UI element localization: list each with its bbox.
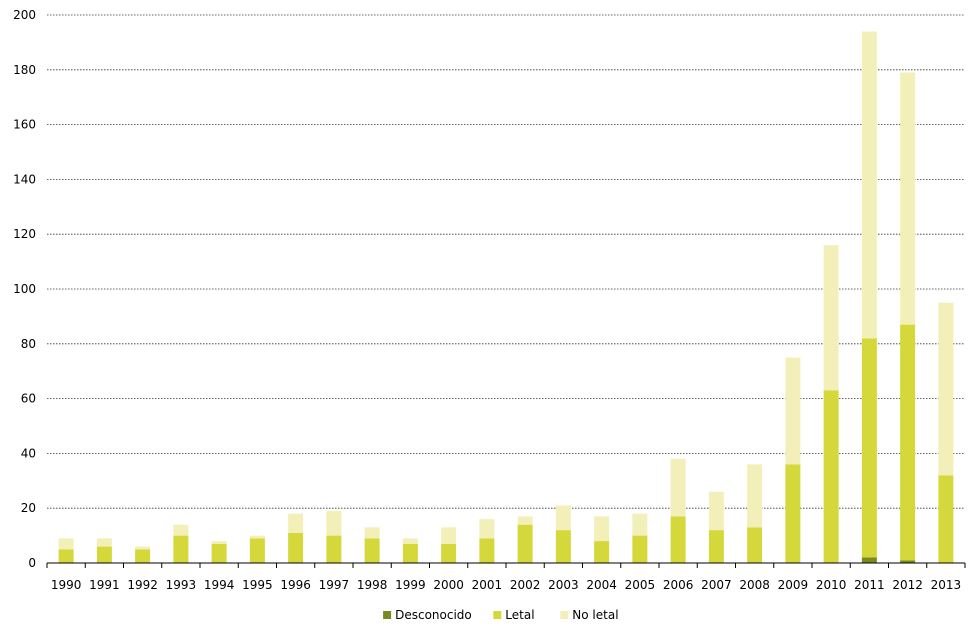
- x-tick-label: 2009: [778, 578, 809, 592]
- bar-letal-1991: [96, 546, 112, 563]
- x-tick-label: 1990: [51, 578, 82, 592]
- bar-letal-1990: [58, 549, 74, 563]
- bar-no-letal-2004: [594, 516, 610, 542]
- bar-no-letal-1996: [288, 513, 304, 533]
- bar-no-letal-2009: [785, 357, 801, 465]
- y-tick-label: 200: [13, 8, 36, 22]
- x-tick-label: 2007: [701, 578, 732, 592]
- bar-letal-1997: [326, 535, 342, 563]
- bar-letal-2013: [938, 475, 954, 563]
- legend-swatch-no-letal: [560, 611, 569, 619]
- legend-swatch-desconocido: [383, 611, 392, 619]
- y-tick-label: 40: [21, 446, 36, 460]
- x-tick-label: 2006: [663, 578, 694, 592]
- bar-no-letal-1990: [58, 538, 74, 550]
- bar-no-letal-2003: [555, 505, 571, 531]
- bar-no-letal-2002: [517, 516, 533, 525]
- bar-no-letal-2005: [632, 513, 648, 536]
- bar-letal-1995: [249, 538, 265, 563]
- x-tick-label: 1995: [242, 578, 273, 592]
- x-tick-label: 2010: [816, 578, 847, 592]
- bar-letal-2001: [479, 538, 495, 563]
- x-tick-label: 2002: [510, 578, 541, 592]
- y-tick-label: 140: [13, 172, 36, 186]
- y-tick-label: 120: [13, 227, 36, 241]
- x-tick-label: 2004: [586, 578, 617, 592]
- x-tick-label: 1993: [166, 578, 197, 592]
- bar-no-letal-2011: [861, 31, 877, 339]
- x-tick-label: 1996: [280, 578, 311, 592]
- bar-letal-2002: [517, 524, 533, 563]
- x-tick-label: 2012: [892, 578, 923, 592]
- x-tick-label: 2005: [625, 578, 656, 592]
- bar-letal-2005: [632, 535, 648, 563]
- x-tick-label: 1997: [319, 578, 350, 592]
- y-tick-label: 160: [13, 118, 36, 132]
- bar-letal-2012: [900, 324, 916, 561]
- bars: [58, 31, 954, 563]
- bar-no-letal-1991: [96, 538, 112, 547]
- bar-letal-2008: [747, 527, 763, 563]
- x-tick-label: 2008: [739, 578, 770, 592]
- bar-letal-2007: [708, 530, 724, 563]
- x-tick-label: 1999: [395, 578, 426, 592]
- bar-no-letal-2010: [823, 245, 839, 391]
- y-tick-label: 0: [28, 556, 36, 570]
- bar-no-letal-1995: [249, 535, 265, 539]
- bar-no-letal-1999: [402, 538, 418, 544]
- bar-letal-2004: [594, 541, 610, 563]
- bar-no-letal-2007: [708, 491, 724, 531]
- y-tick-label: 60: [21, 392, 36, 406]
- legend-swatch-letal: [493, 611, 502, 619]
- bar-desconocido-2011: [861, 557, 877, 563]
- bar-letal-1994: [211, 543, 227, 563]
- bar-letal-2011: [861, 338, 877, 558]
- bar-letal-1992: [135, 549, 151, 563]
- y-tick-label: 20: [21, 501, 36, 515]
- legend-label: Letal: [505, 608, 534, 622]
- bar-no-letal-2008: [747, 464, 763, 528]
- gridlines: [47, 14, 965, 509]
- y-tick-label: 80: [21, 337, 36, 351]
- x-tick-label: 1998: [357, 578, 388, 592]
- y-tick-label: 180: [13, 63, 36, 77]
- bar-no-letal-1993: [173, 524, 189, 536]
- legend-label: No letal: [572, 608, 618, 622]
- x-tick-label: 1991: [89, 578, 120, 592]
- x-tick-label: 1992: [127, 578, 158, 592]
- bar-letal-1996: [288, 532, 304, 563]
- bar-letal-2000: [441, 543, 457, 563]
- bar-no-letal-1992: [135, 546, 151, 550]
- y-tick-label: 100: [13, 282, 36, 296]
- x-tick-label: 2000: [433, 578, 464, 592]
- bar-no-letal-2006: [670, 458, 686, 517]
- bar-letal-1998: [364, 538, 380, 563]
- bar-no-letal-1998: [364, 527, 380, 539]
- bar-letal-2006: [670, 516, 686, 563]
- x-tick-label: 2001: [472, 578, 503, 592]
- axes: 0 20 40 60 80 100 120 140 160 180 200 1990 1991 1992 1…: [13, 8, 966, 592]
- bar-no-letal-2000: [441, 527, 457, 544]
- bar-no-letal-2012: [900, 72, 916, 325]
- bar-no-letal-1997: [326, 510, 342, 536]
- x-tick-label: 2013: [931, 578, 962, 592]
- legend-label: Desconocido: [395, 608, 472, 622]
- x-tick-label: 2011: [854, 578, 885, 592]
- legend: Desconocido Letal No letal: [383, 608, 619, 622]
- bar-no-letal-1994: [211, 541, 227, 544]
- bar-letal-2010: [823, 390, 839, 563]
- x-tick-label: 1994: [204, 578, 235, 592]
- bar-letal-2003: [555, 530, 571, 563]
- bar-no-letal-2001: [479, 519, 495, 539]
- x-tick-label: 2003: [548, 578, 579, 592]
- bar-letal-1999: [402, 543, 418, 563]
- bar-no-letal-2013: [938, 302, 954, 476]
- bar-letal-2009: [785, 464, 801, 563]
- bar-desconocido-2012: [900, 560, 916, 563]
- bar-letal-1993: [173, 535, 189, 563]
